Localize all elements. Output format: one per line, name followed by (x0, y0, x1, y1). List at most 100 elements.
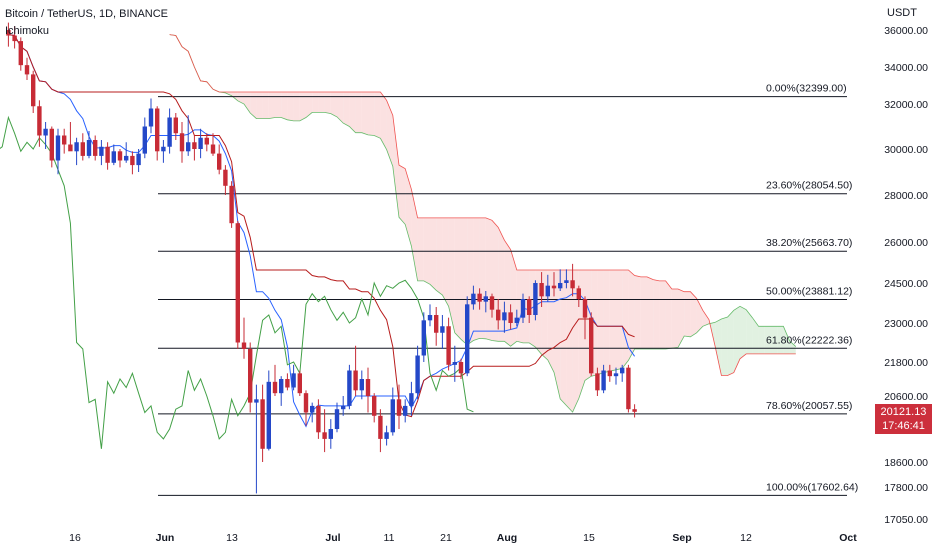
x-tick-label: Jun (156, 532, 175, 544)
x-tick-label: Sep (672, 532, 691, 544)
cloud-segment (479, 217, 486, 339)
candle-body (564, 280, 569, 283)
cloud-segment (312, 92, 319, 113)
y-tick-label: 24500.00 (884, 278, 928, 290)
candle-body (378, 415, 383, 439)
candle-body (384, 432, 389, 439)
cloud-segment (622, 270, 629, 369)
candle-body (124, 155, 129, 161)
cloud-segment (653, 279, 660, 349)
cloud-segment (597, 270, 604, 375)
cloud-segment (299, 92, 306, 121)
candle-body (409, 393, 414, 406)
candle-body (489, 296, 495, 310)
candle-body (173, 117, 178, 134)
cloud-segment (516, 270, 523, 343)
indicator-label[interactable]: Ichimoku (5, 25, 50, 37)
kijun-sen-line (8, 34, 635, 418)
x-tick-label: 11 (384, 532, 395, 544)
x-axis[interactable]: 16 Jun 13 Jul 11 21 Aug 15 Sep 12 Oct (69, 532, 857, 544)
y-tick-label: 18600.00 (884, 457, 928, 469)
candle-body (415, 355, 420, 394)
candle-body (68, 144, 73, 152)
candle-body (496, 309, 501, 321)
cloud-segment (554, 270, 561, 399)
cloud-segment (436, 217, 443, 295)
cloud-segment (293, 92, 300, 121)
candle-body (434, 315, 439, 333)
cloud-segment (275, 92, 282, 118)
fib-level-label: 100.00%(17602.64) (766, 481, 858, 493)
candle-body (359, 379, 364, 391)
y-tick-label: 17050.00 (884, 514, 928, 526)
cloud-segment (616, 270, 623, 370)
fib-level-label: 38.20%(25663.70) (766, 237, 852, 249)
cloud-segment (758, 326, 765, 354)
cloud-segment (256, 92, 263, 119)
cloud-segment (268, 92, 275, 119)
y-tick-label: 30000.00 (884, 144, 928, 156)
cloud-segment (492, 220, 499, 342)
cloud-segment (442, 217, 449, 307)
candle-body (372, 396, 377, 416)
candle-body (458, 362, 464, 374)
candle-body (179, 133, 185, 152)
candle-body (285, 379, 290, 388)
candle-body (210, 144, 216, 154)
cloud-segment (324, 92, 331, 114)
candle-body (403, 405, 408, 416)
candle-body (12, 35, 17, 42)
candle-body (465, 304, 470, 374)
cloud-segment (374, 92, 381, 139)
cloud-segment (665, 280, 672, 349)
cloud-segment (392, 115, 399, 218)
candle-body (316, 405, 321, 433)
candle-body (117, 151, 123, 161)
x-tick-label: Jul (325, 532, 340, 544)
cloud-segment (399, 165, 406, 225)
candle-body (223, 169, 228, 186)
candle-body (260, 399, 265, 449)
candle-body (192, 142, 197, 149)
y-tick-label: 32000.00 (884, 99, 928, 111)
candle-body (229, 185, 234, 224)
cloud-segment (448, 217, 455, 333)
candle-body (272, 381, 278, 394)
candle-body (241, 342, 247, 349)
candle-body (235, 223, 240, 343)
fibonacci-retracement[interactable]: 0.00%(32399.00) 23.60%(28054.50) 38.20%(25… (158, 83, 858, 496)
chart-title[interactable]: Bitcoin / TetherUS, 1D, BINANCE (5, 8, 169, 20)
candle-body (167, 117, 172, 147)
cloud-segment (454, 217, 461, 340)
cloud-segment (609, 270, 616, 372)
cloud-segment (603, 270, 610, 373)
cloud-segment (361, 92, 368, 135)
cloud-segment (473, 217, 480, 341)
candle-body (477, 293, 482, 302)
candle-body (291, 373, 296, 388)
candle-body (570, 280, 575, 289)
candle-body (427, 315, 433, 321)
cloud-segment (380, 92, 387, 150)
candle-body (43, 128, 48, 136)
candle-body (589, 317, 594, 374)
cloud-segment (777, 326, 784, 354)
candle-body (74, 142, 79, 152)
candle-body (595, 373, 600, 391)
fib-level-label: 23.60%(28054.50) (766, 180, 852, 192)
y-tick-label: 28000.00 (884, 190, 928, 202)
candle-body (446, 326, 451, 365)
candle-body (186, 142, 191, 152)
cloud-segment (368, 92, 375, 136)
candle-body (576, 288, 581, 299)
cloud-segment (727, 310, 734, 376)
last-price-badge: 20121.13 17:46:41 (875, 404, 932, 434)
cloud-segment (771, 326, 778, 354)
cloud-segment (498, 227, 505, 342)
cloud-segment (659, 280, 666, 349)
candle-body (626, 367, 631, 410)
candle-body (136, 153, 141, 166)
candle-body (142, 126, 147, 154)
